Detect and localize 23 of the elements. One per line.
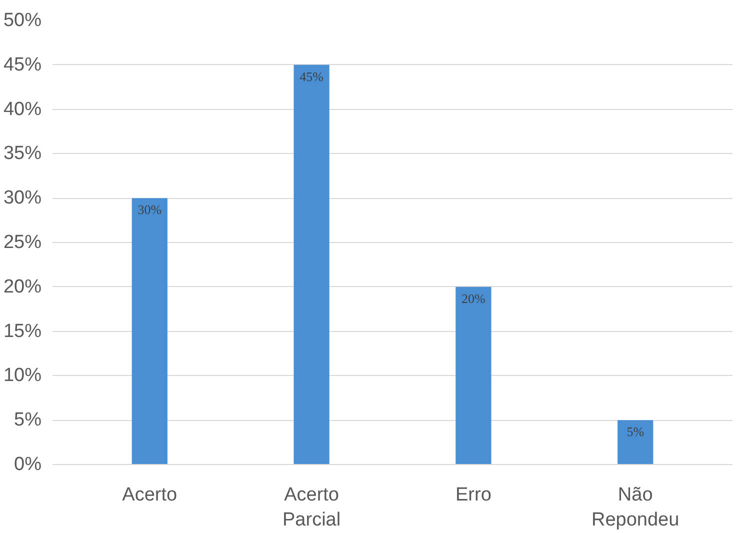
y-tick-label: 5%: [14, 410, 42, 431]
y-tick-label: 45%: [3, 54, 42, 76]
y-tick-label: 40%: [3, 98, 42, 120]
x-tick-label: Acerto: [122, 484, 178, 506]
y-tick-label: 25%: [3, 232, 42, 253]
y-tick-label: 30%: [3, 188, 42, 209]
data-label: 45%: [300, 68, 324, 84]
bar: [618, 420, 654, 464]
y-tick-label: 20%: [3, 276, 42, 298]
y-tick-label: 0%: [14, 454, 42, 475]
y-tick-label: 15%: [3, 320, 42, 342]
y-tick-label: 50%: [3, 10, 42, 31]
x-tick-label: Acerto Parcial: [282, 484, 341, 531]
data-label: 20%: [462, 290, 486, 306]
y-tick-label: 35%: [3, 143, 42, 164]
y-tick-label: 10%: [3, 365, 42, 386]
data-label: 5%: [626, 424, 644, 440]
data-label: 30%: [138, 202, 162, 218]
bar: [294, 64, 330, 464]
bar: [132, 198, 168, 464]
x-tick-label: Não Repondeu: [592, 484, 680, 531]
x-tick-label: Erro: [456, 484, 492, 506]
bar: [456, 286, 492, 464]
